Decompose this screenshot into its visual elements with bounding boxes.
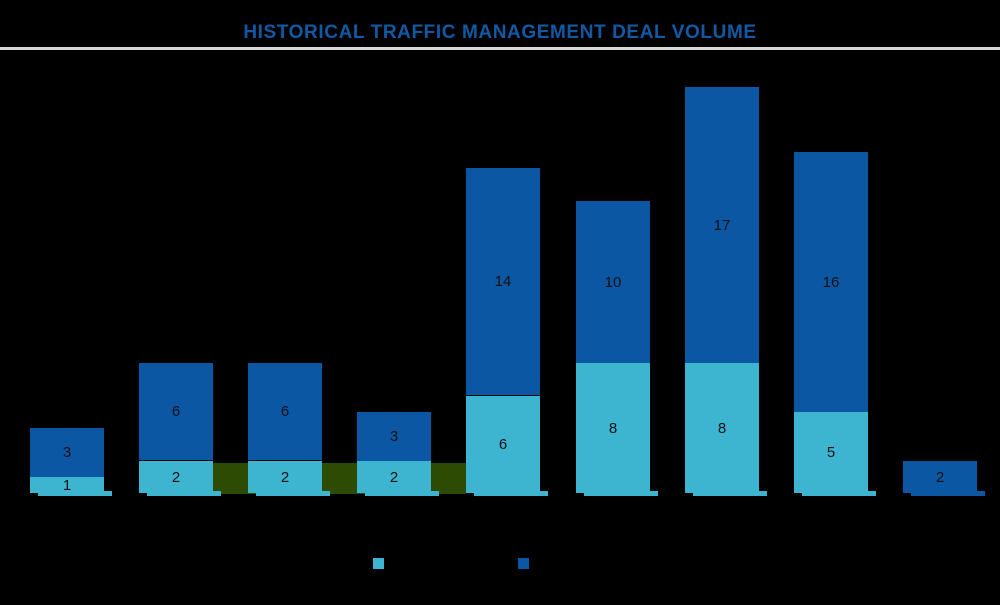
bar-segment-dark: 3 <box>30 428 104 477</box>
bar-segment-dark: 14 <box>466 168 540 395</box>
bar-segment-light: 2 <box>357 461 431 493</box>
bar-shadow <box>38 491 112 496</box>
bar-value-label: 17 <box>713 216 731 234</box>
bar-value-label: 8 <box>608 419 618 437</box>
bar-shadow <box>693 491 767 496</box>
bar-segment-dark: 17 <box>685 87 759 363</box>
bar-value-label: 1 <box>62 476 72 494</box>
bar-segment-light: 1 <box>30 476 104 494</box>
bar-value-label: 3 <box>62 444 72 461</box>
chart-title: HISTORICAL TRAFFIC MANAGEMENT DEAL VOLUM… <box>243 22 757 43</box>
bar-segment-light: 8 <box>576 363 650 493</box>
bar-shadow <box>802 491 876 496</box>
bar-segment-dark: 6 <box>139 363 213 460</box>
bar-shadow <box>474 491 548 496</box>
bar-value-label: 10 <box>604 273 622 291</box>
bar-segment-dark: 2 <box>903 461 977 493</box>
bar-segment-light: 2 <box>139 461 213 493</box>
bar-segment-light: 5 <box>794 412 868 493</box>
bar-value-label: 16 <box>822 273 840 291</box>
bar-segment-light: 6 <box>466 396 540 493</box>
bar-shadow <box>911 491 985 496</box>
legend-swatch <box>373 558 384 569</box>
bar-value-label: 6 <box>171 403 181 420</box>
bar-segment-dark: 3 <box>357 412 431 461</box>
bar-segment-light: 2 <box>248 461 322 493</box>
bar-shadow <box>584 491 658 496</box>
bar-segment-dark: 6 <box>248 363 322 460</box>
title-divider <box>0 47 1000 50</box>
bar-shadow <box>256 491 330 496</box>
legend-swatch <box>518 558 529 569</box>
bar-value-label: 8 <box>717 419 727 437</box>
bar-value-label: 2 <box>280 468 290 486</box>
bar-value-label: 2 <box>171 468 181 486</box>
bar-value-label: 3 <box>389 428 399 445</box>
bar-value-label: 2 <box>935 468 945 486</box>
bar-value-label: 5 <box>826 444 836 461</box>
bar-segment-light: 8 <box>685 363 759 493</box>
bar-value-label: 6 <box>280 403 290 420</box>
bar-value-label: 6 <box>498 436 508 453</box>
bar-segment-dark: 10 <box>576 201 650 363</box>
bar-value-label: 14 <box>494 273 512 290</box>
bar-value-label: 2 <box>389 468 399 486</box>
bar-segment-dark: 16 <box>794 152 868 412</box>
bar-shadow <box>147 491 221 496</box>
bar-shadow <box>365 491 439 496</box>
